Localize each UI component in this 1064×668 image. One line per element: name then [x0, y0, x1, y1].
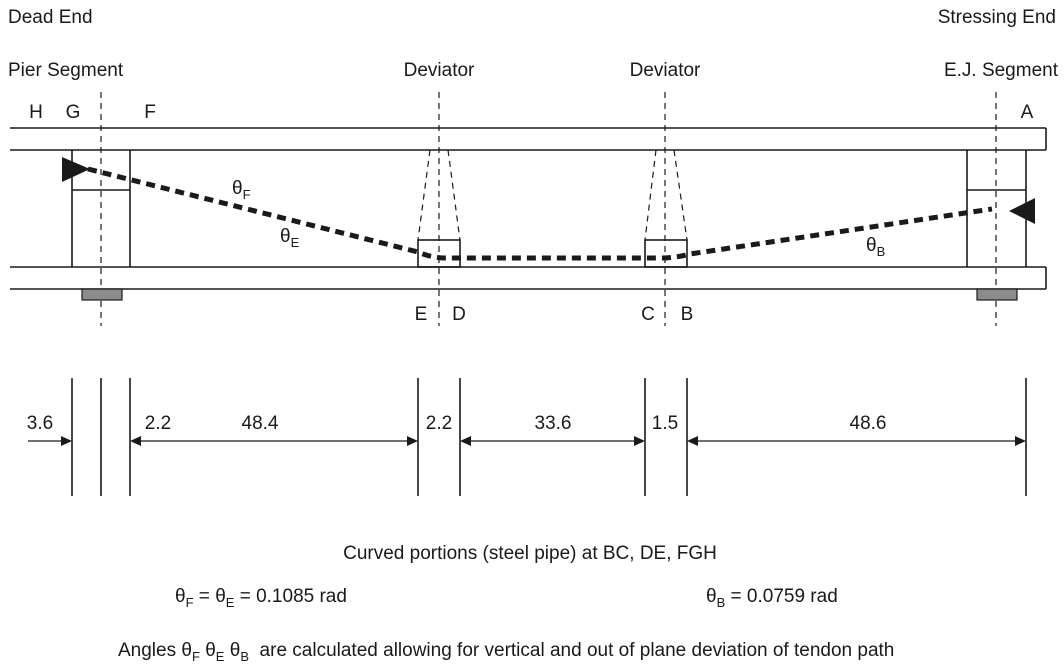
angles-explanation-note: Angles θF θE θB are calculated allowing …: [118, 640, 894, 664]
svg-text:θB: θB: [866, 235, 885, 259]
svg-text:θF: θF: [232, 178, 251, 202]
dimension-value-5: 33.6: [535, 413, 572, 434]
stressing-end-label: Stressing End: [938, 7, 1056, 28]
point-e-label: E: [415, 304, 428, 325]
angle-label-theta-e: θE: [280, 226, 300, 250]
dimension-extension-lines: [71, 378, 1027, 496]
bearing-left: [81, 288, 123, 301]
dimension-value-6: 1.5: [652, 413, 678, 434]
dimension-value-7: 48.6: [850, 413, 887, 434]
dimension-value-2: 2.2: [145, 413, 171, 434]
bottom-slab: [10, 266, 1047, 290]
point-a-label: A: [1021, 102, 1034, 123]
ej-segment-label: E.J. Segment: [944, 60, 1059, 81]
pier-segment-label: Pier Segment: [8, 60, 124, 81]
point-c-label: C: [641, 304, 655, 325]
theta-fe-equation: θF = θE = 0.1085 rad: [175, 586, 347, 610]
deviator-left-label: Deviator: [404, 60, 475, 81]
deviator-right-label: Deviator: [630, 60, 701, 81]
theta-b-equation: θB = 0.0759 rad: [706, 586, 838, 610]
dimension-value-1: 3.6: [27, 413, 53, 434]
stressing-end-anchor-icon: [1009, 198, 1035, 224]
point-g-label: G: [66, 102, 81, 123]
curved-portions-note: Curved portions (steel pipe) at BC, DE, …: [343, 543, 717, 564]
dimension-value-3: 48.4: [242, 413, 279, 434]
dimension-lines: [28, 436, 1026, 446]
bearing-right: [976, 288, 1018, 301]
point-f-label: F: [144, 102, 156, 123]
tendon-path: [87, 166, 993, 261]
dead-end-label: Dead End: [8, 7, 93, 28]
angle-label-theta-f: θF: [232, 178, 251, 202]
point-d-label: D: [452, 304, 466, 325]
svg-text:θE: θE: [280, 226, 300, 250]
dead-end-anchor-icon: [62, 157, 90, 182]
top-slab: [10, 127, 1047, 151]
angle-label-theta-b: θB: [866, 235, 885, 259]
deviator-right: [644, 149, 688, 268]
point-h-label: H: [29, 102, 43, 123]
point-b-label: B: [681, 304, 694, 325]
dimension-value-4: 2.2: [426, 413, 452, 434]
